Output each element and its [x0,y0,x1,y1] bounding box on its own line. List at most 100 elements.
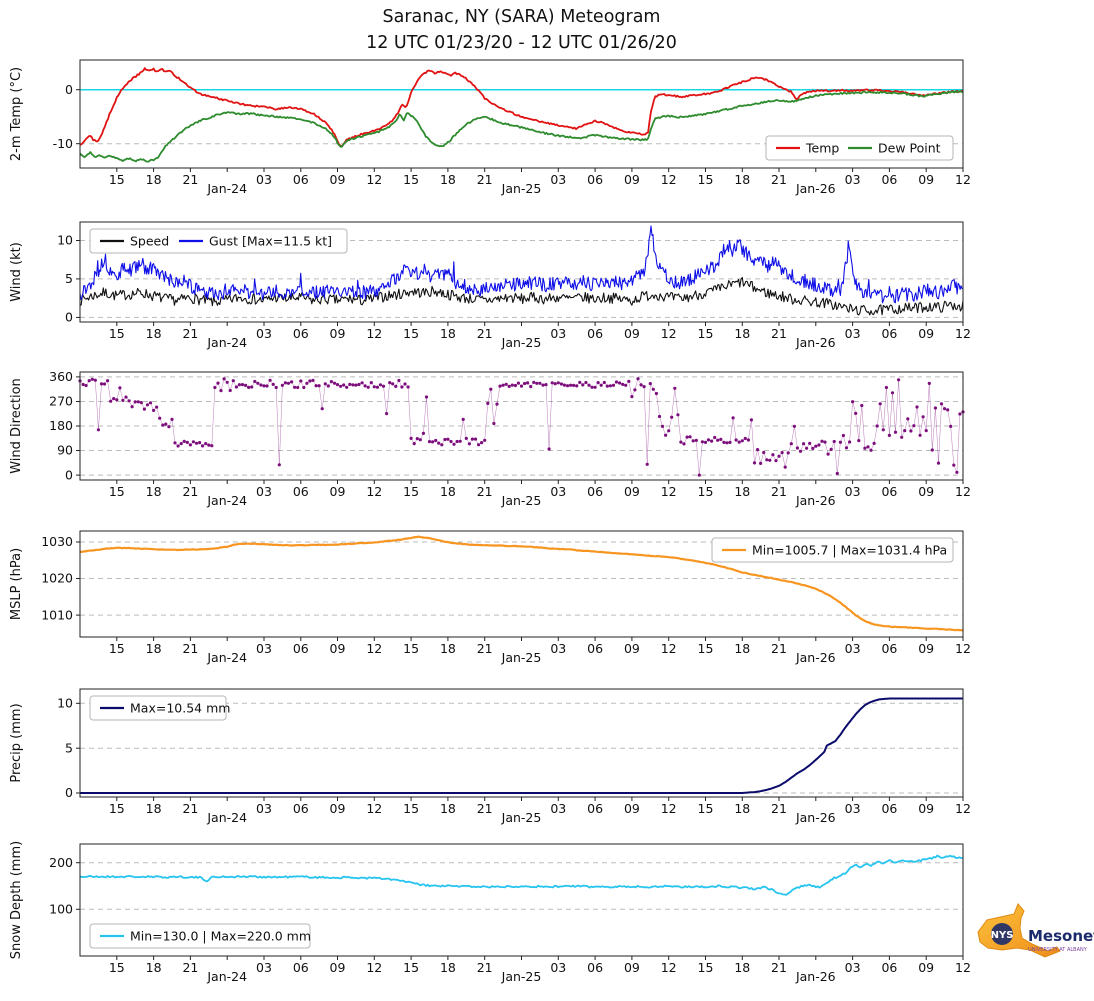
x-tick-label: Jan-25 [501,493,542,508]
series-Direction-marker [581,383,585,387]
series-Direction-marker [431,440,435,444]
series-Direction-marker [694,438,698,442]
x-tick-label: 18 [146,484,162,499]
series-Direction-marker [946,408,950,412]
x-tick-label: 21 [182,801,198,816]
series-Direction-marker [630,395,634,399]
series-Direction-marker [489,387,493,391]
x-tick-label: 21 [771,801,787,816]
series-Direction-marker [480,441,484,445]
series-Direction-marker [219,389,223,393]
series-Direction-marker [667,429,671,433]
x-tick-label: 21 [771,484,787,499]
series-Direction-marker [519,384,524,388]
series-Direction-marker [145,403,150,407]
series-Direction-marker [746,438,751,442]
series-Direction-marker [728,440,732,444]
x-tick-label: Jan-24 [206,181,247,196]
series-Direction-marker [148,401,153,405]
series-Direction-marker [660,424,665,428]
x-tick-label: 15 [403,641,419,656]
series-Direction-marker [461,417,465,421]
series-Direction-marker [958,412,962,416]
series-Direction-marker [878,402,882,406]
series-Direction-marker [342,383,346,387]
series-Direction-marker [412,442,416,446]
x-tick-label: 06 [293,484,309,499]
series-Direction-marker [152,408,156,412]
series-Direction-marker [403,382,407,386]
series-Direction-marker [949,424,953,428]
x-tick-label: 09 [330,326,346,341]
y-tick-label: 0 [65,785,73,800]
x-tick-label: 03 [845,326,861,341]
series-Direction-marker [826,452,830,456]
series-Direction-marker [274,385,278,390]
x-tick-label: 12 [366,960,382,975]
legend-label: Max=10.54 mm [130,701,230,716]
x-tick-label: 21 [182,326,198,341]
series-Direction-marker [642,385,646,389]
series-Direction-marker [366,385,370,389]
y-tick-label: 0 [65,310,73,325]
series-Direction-marker [372,385,376,389]
series-Direction-marker [596,381,600,385]
x-tick-label: 21 [771,960,787,975]
x-tick-label: 06 [881,326,897,341]
series-Direction-marker [323,382,327,386]
series-Direction-marker [648,382,652,386]
series-Direction-marker [164,422,168,426]
x-tick-label: 21 [182,484,198,499]
series-Direction-marker [756,448,760,452]
series-Direction-marker [780,451,784,455]
series-Direction-marker [523,381,527,386]
legend-label: Gust [Max=11.5 kt] [209,234,332,249]
x-tick-label: 06 [587,326,603,341]
series-Direction-marker [378,383,383,387]
series-Direction-marker [271,382,275,386]
series-Direction-marker [808,441,812,445]
series-Direction-marker [611,383,616,387]
legend-label: Min=130.0 | Max=220.0 mm [130,929,311,944]
series-Direction-marker [918,433,922,437]
series-Direction-marker [194,441,199,445]
nys-mesonet-logo: NYS Mesonet UNIVERSITY AT ALBANY [977,903,1094,958]
series-Direction-marker [939,402,944,406]
series-Direction-marker [893,430,898,434]
y-tick-label: 180 [49,418,73,433]
x-tick-label: 09 [330,960,346,975]
x-tick-label: Jan-24 [206,650,247,665]
series-Direction-marker [121,398,125,402]
series-Direction-marker [685,435,689,439]
series-Direction-marker [798,449,803,453]
series-Direction-marker [673,386,677,390]
x-tick-label: 06 [587,801,603,816]
series-Direction-marker [351,383,355,387]
series-Direction-marker [179,442,183,446]
panel-border [79,371,964,481]
series-Direction-marker [565,384,570,388]
series-Direction-marker [84,383,88,388]
x-tick-label: 09 [918,172,934,187]
legend-box [89,923,311,949]
series-Direction-marker [397,378,401,383]
series-Direction-marker [293,385,297,389]
x-tick-label: 06 [587,484,603,499]
series-Direction-marker [348,382,352,386]
series-Direction-marker [535,381,539,385]
panel-border [79,843,964,957]
x-tick-label: Jan-25 [501,181,542,196]
series-Direction-marker [909,429,913,433]
series-Direction-marker [415,437,419,441]
series-Direction-marker [130,405,134,409]
series-Direction-marker [225,380,229,384]
series-Direction-marker [136,400,140,404]
y-tick-label: 1020 [41,571,73,586]
x-tick-label: 03 [550,801,566,816]
series-Direction-marker [639,383,643,387]
x-tick-label: 09 [918,484,934,499]
x-tick-label: 21 [771,641,787,656]
panel-precip: 0 5 10 15 18 21 Jan-24 03 06 09 12 15 18 21 Jan-25 03 06… [9,688,971,825]
series-Direction-marker [81,382,85,387]
x-tick-label: 12 [661,484,677,499]
